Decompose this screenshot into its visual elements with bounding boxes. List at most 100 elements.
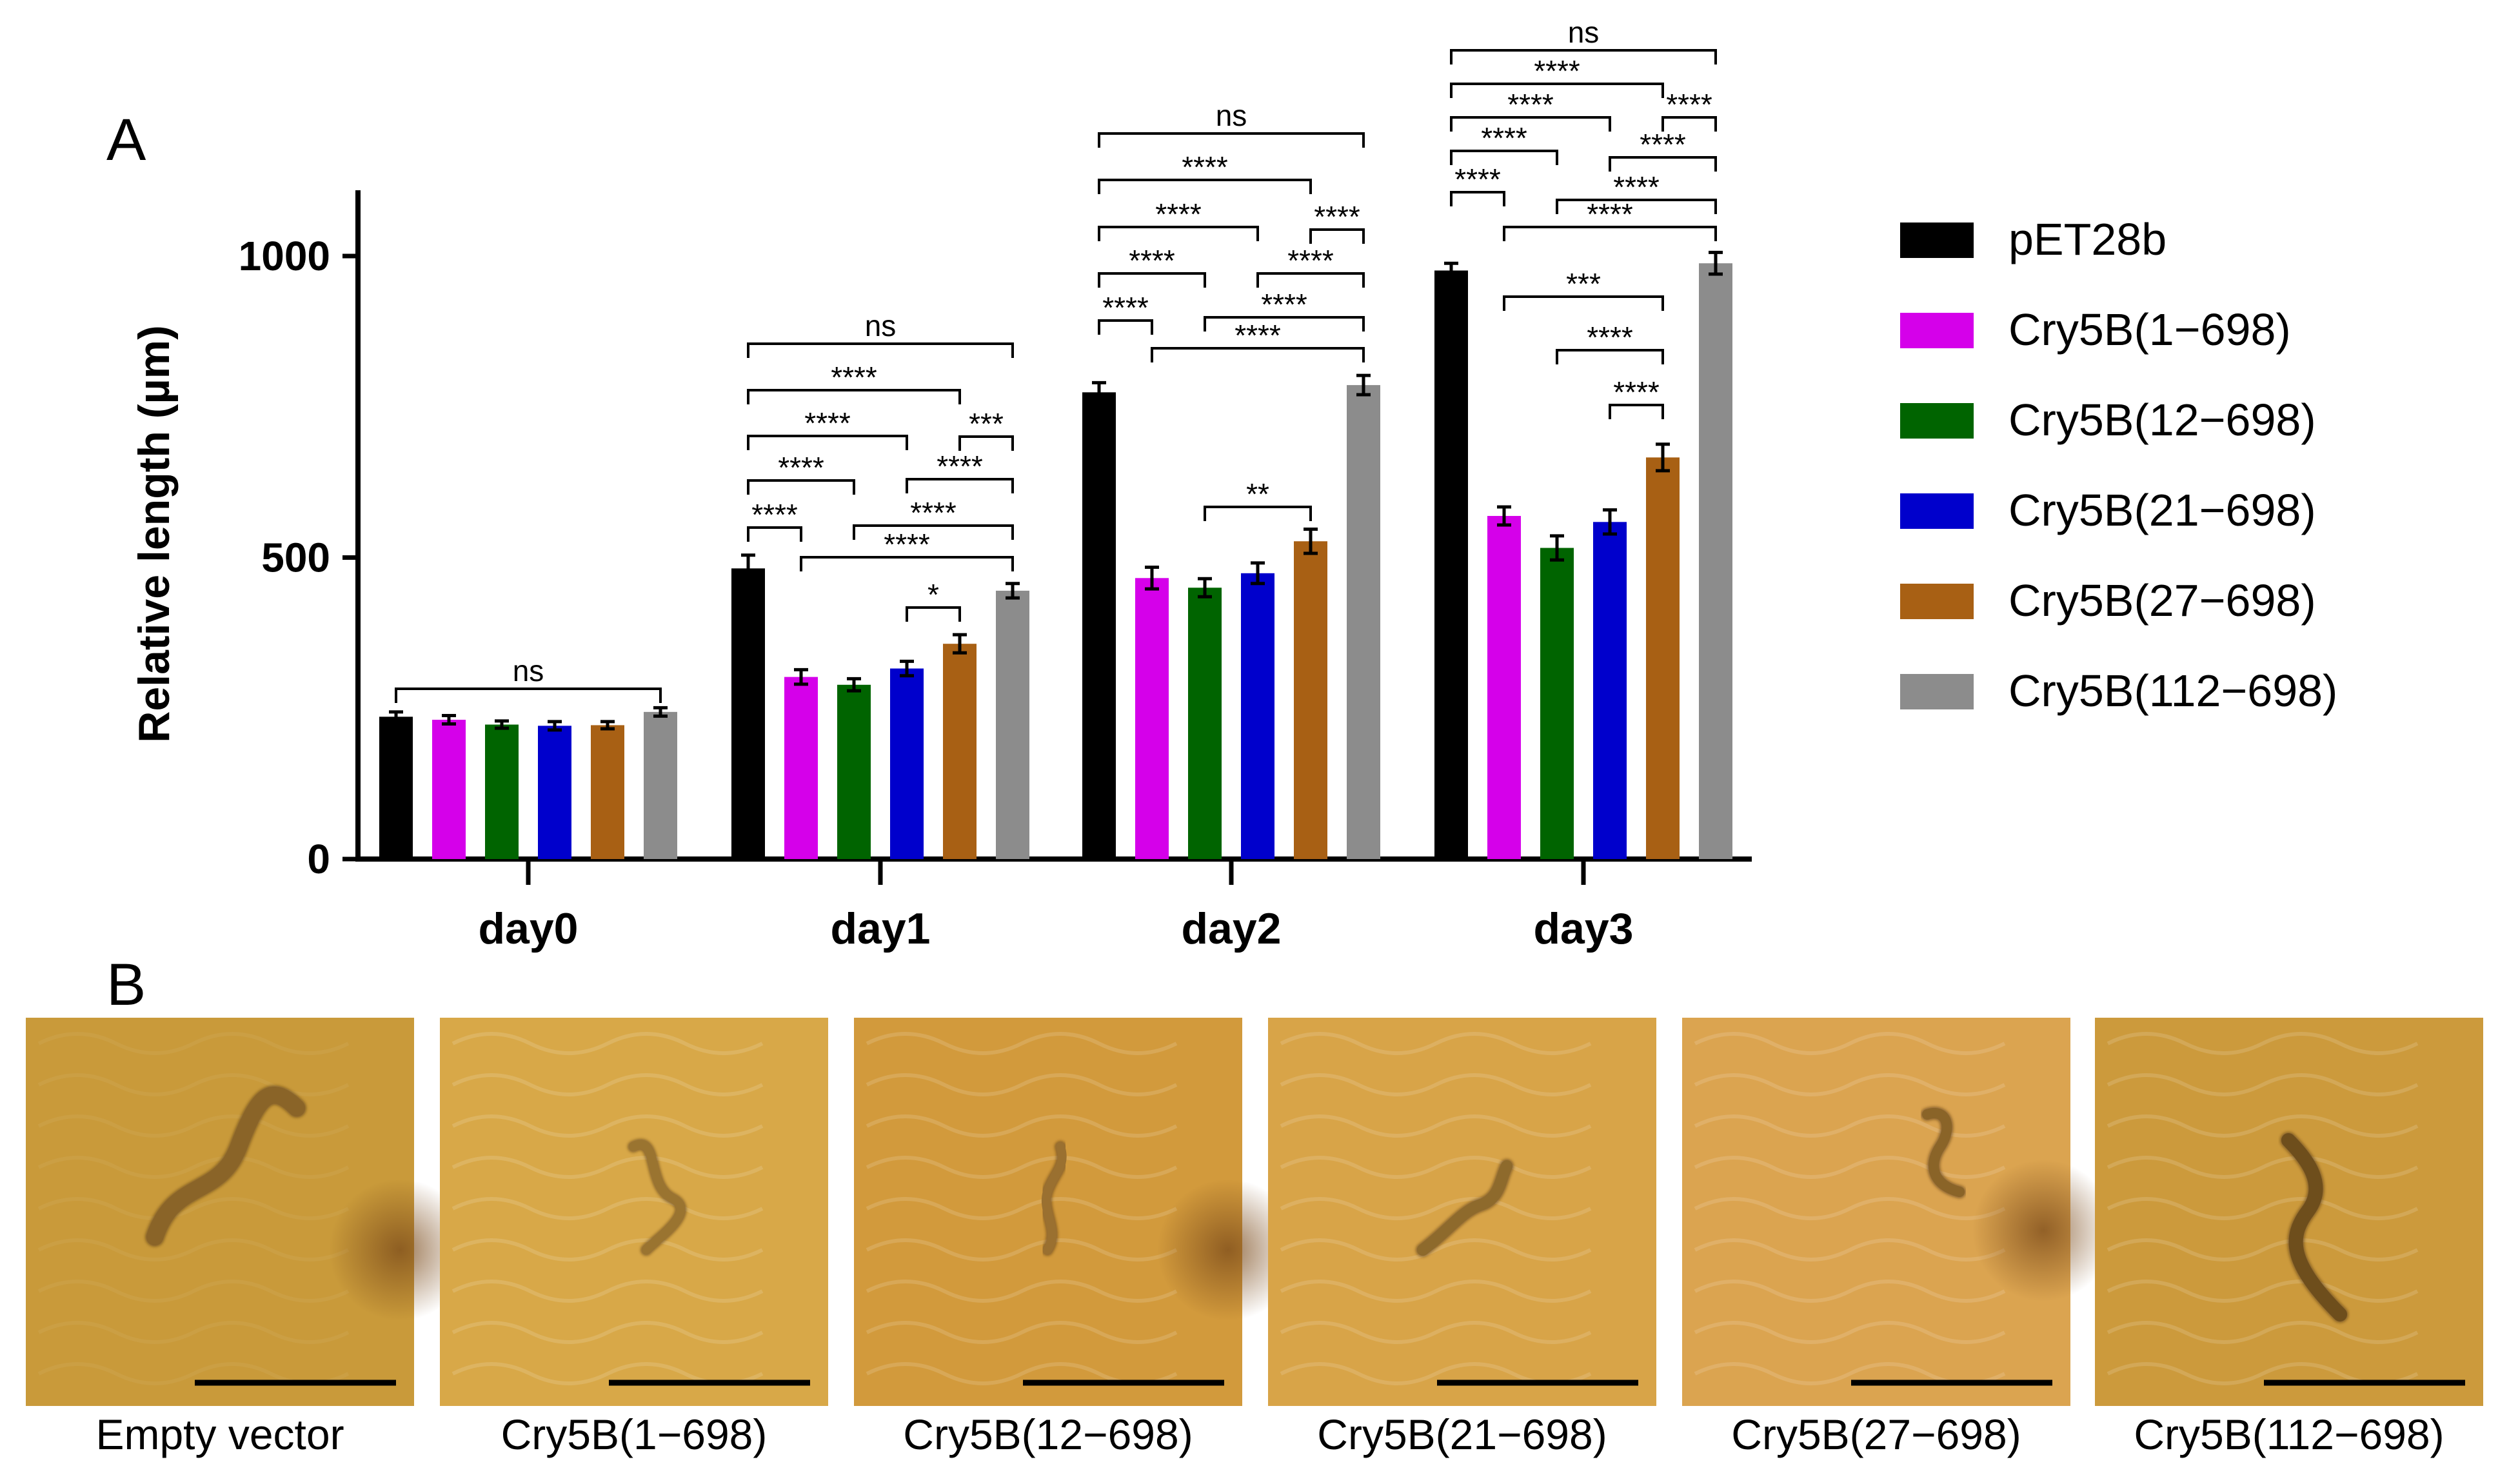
micrograph-row: Empty vector Cry5B(1−698) Cry5B(12−698) Cry… [26, 1018, 2483, 1458]
texture-track [1280, 1280, 1592, 1303]
bar-cry5b-12-698-day0 [485, 724, 519, 859]
significance-bracket [1098, 179, 1312, 194]
texture-track [37, 1321, 350, 1344]
significance-bracket [1098, 319, 1153, 335]
x-tick-label-day1: day1 [831, 904, 931, 953]
significance-label: **** [1613, 170, 1660, 204]
worm-body [1922, 1108, 1965, 1197]
texture-track [451, 1032, 764, 1055]
texture-track [1280, 1321, 1592, 1344]
significance-bracket [1204, 316, 1365, 331]
bar-cry5b-21-698-day3 [1593, 522, 1627, 859]
significance-label: **** [1129, 244, 1175, 277]
significance-label: **** [831, 361, 877, 394]
bar-cry5b-1-698-day1 [784, 677, 818, 859]
texture-track [1280, 1073, 1592, 1096]
x-tick-label-day0: day0 [479, 904, 579, 953]
significance-bracket [853, 524, 1014, 540]
texture-track [1694, 1197, 2006, 1220]
significance-label: **** [1640, 128, 1686, 161]
significance-label: **** [1666, 88, 1712, 121]
micrograph-5: Cry5B(27−698) [1682, 1018, 2114, 1458]
significance-bracket [1256, 272, 1365, 288]
bar-cry5b-27-698-day1 [943, 644, 977, 859]
significance-label: **** [937, 450, 983, 483]
micrograph-4: Cry5B(21−698) [1268, 1018, 1656, 1458]
y-tick-label: 500 [261, 535, 330, 581]
significance-bracket [747, 342, 1014, 358]
legend-swatch-cry5b-12-698 [1900, 403, 1974, 439]
texture-track [451, 1114, 764, 1138]
bar-cry5b-21-698-day0 [538, 726, 571, 859]
significance-bracket [1151, 347, 1365, 362]
legend-label-pet28b: pET28b [2008, 214, 2167, 264]
significance-label: **** [1587, 197, 1633, 231]
bar-cry5b-27-698-day3 [1646, 457, 1680, 859]
micrograph-background [2095, 1018, 2483, 1406]
significance-bracket [1098, 132, 1365, 148]
significance-label: **** [1481, 121, 1527, 155]
bar-cry5b-12-698-day2 [1188, 588, 1222, 859]
significance-bracket [1450, 83, 1664, 98]
micrograph-caption: Empty vector [95, 1410, 344, 1458]
bar-cry5b-1-698-day3 [1487, 515, 1521, 859]
significance-bracket [1503, 295, 1664, 311]
micrograph-6: Cry5B(112−698) [2095, 1018, 2483, 1458]
legend-swatch-pet28b [1900, 223, 1974, 258]
significance-label: * [927, 578, 939, 611]
texture-track [866, 1280, 1178, 1303]
texture-track [1280, 1032, 1592, 1055]
bar-pet28b-day2 [1082, 392, 1116, 859]
bar-cry5b-27-698-day2 [1294, 541, 1327, 859]
bar-cry5b-112-698-day0 [644, 711, 677, 859]
texture-track [451, 1073, 764, 1096]
significance-label: **** [1314, 200, 1360, 233]
x-tick-label-day3: day3 [1534, 904, 1634, 953]
texture-track [451, 1238, 764, 1261]
texture-track [866, 1032, 1178, 1055]
bars [379, 250, 1732, 860]
dark-spot [1972, 1160, 2114, 1301]
bar-pet28b-day1 [731, 568, 765, 859]
dark-spot [1157, 1179, 1299, 1321]
significance-bracket [800, 556, 1014, 571]
texture-track [1694, 1032, 2006, 1055]
worm-body [1041, 1142, 1067, 1254]
significance-bracket [1450, 116, 1611, 132]
significance-label: **** [1287, 244, 1334, 277]
worm-body [2281, 1133, 2347, 1321]
legend-swatch-cry5b-21-698 [1900, 493, 1974, 529]
texture-track [2107, 1280, 2419, 1303]
legend: pET28b Cry5B(1−698) Cry5B(12−698) Cry5B(21−… [1900, 214, 2337, 716]
significance-bracket [395, 688, 662, 703]
texture-track [866, 1073, 1178, 1096]
micrograph-1: Empty vector [26, 1018, 471, 1458]
micrograph-caption: Cry5B(21−698) [1317, 1410, 1607, 1458]
significance-bracket [1204, 506, 1312, 521]
significance-label: *** [969, 407, 1004, 440]
legend-label-cry5b-12-698: Cry5B(12−698) [2008, 395, 2316, 445]
legend-swatch-cry5b-1-698 [1900, 313, 1974, 348]
texture-track [866, 1238, 1178, 1261]
worm [628, 1139, 687, 1256]
bar-cry5b-112-698-day1 [996, 590, 1029, 859]
legend-swatch-cry5b-112-698 [1900, 674, 1974, 709]
bar-cry5b-21-698-day1 [890, 668, 924, 859]
significance-label: ns [1216, 99, 1247, 132]
texture-track [37, 1114, 350, 1138]
significance-label: **** [1182, 150, 1228, 184]
texture-track [1280, 1156, 1592, 1179]
micrograph-caption: Cry5B(27−698) [1731, 1410, 2021, 1458]
worm [1416, 1159, 1514, 1257]
significance-bracket [747, 479, 855, 495]
bar-cry5b-12-698-day3 [1540, 548, 1574, 859]
significance-bracket [1450, 191, 1505, 206]
bar-cry5b-112-698-day2 [1347, 385, 1380, 859]
significance-bracket [1098, 272, 1206, 288]
worm-body [146, 1087, 305, 1245]
significance-bracket [747, 526, 802, 542]
texture-track [1280, 1238, 1592, 1261]
texture-track [2107, 1238, 2419, 1261]
significance-brackets: nsns********************************ns**… [395, 15, 1717, 703]
significance-label: **** [884, 528, 930, 561]
